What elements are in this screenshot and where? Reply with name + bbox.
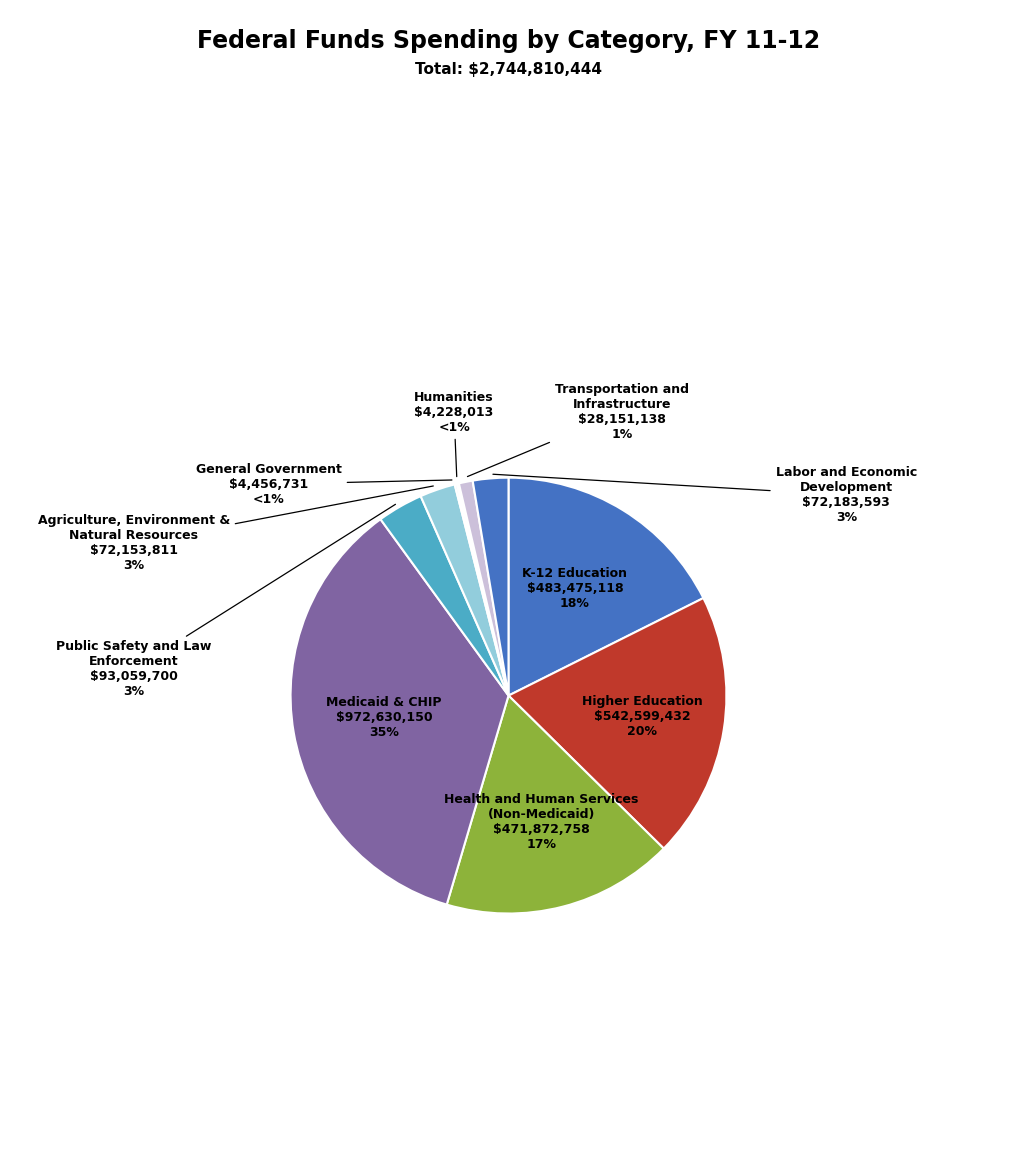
Text: Humanities
$4,228,013
<1%: Humanities $4,228,013 <1% (414, 391, 494, 477)
Text: Agriculture, Environment &
Natural Resources
$72,153,811
3%: Agriculture, Environment & Natural Resou… (38, 486, 433, 572)
Text: General Government
$4,456,731
<1%: General Government $4,456,731 <1% (196, 463, 452, 506)
Wedge shape (421, 485, 508, 695)
Wedge shape (459, 480, 508, 695)
Text: Federal Funds Spending by Category, FY 11-12: Federal Funds Spending by Category, FY 1… (197, 29, 820, 52)
Text: Transportation and
Infrastructure
$28,151,138
1%: Transportation and Infrastructure $28,15… (468, 384, 689, 477)
Wedge shape (508, 478, 704, 695)
Text: Higher Education
$542,599,432
20%: Higher Education $542,599,432 20% (582, 695, 703, 739)
Text: Medicaid & CHIP
$972,630,150
35%: Medicaid & CHIP $972,630,150 35% (326, 695, 441, 739)
Wedge shape (508, 598, 726, 849)
Text: Health and Human Services
(Non-Medicaid)
$471,872,758
17%: Health and Human Services (Non-Medicaid)… (444, 793, 639, 851)
Wedge shape (455, 484, 508, 695)
Wedge shape (291, 519, 508, 905)
Wedge shape (473, 478, 508, 695)
Wedge shape (457, 484, 508, 695)
Text: K-12 Education
$483,475,118
18%: K-12 Education $483,475,118 18% (523, 566, 627, 609)
Text: Total: $2,744,810,444: Total: $2,744,810,444 (415, 63, 602, 77)
Wedge shape (380, 497, 508, 695)
Text: Public Safety and Law
Enforcement
$93,059,700
3%: Public Safety and Law Enforcement $93,05… (56, 505, 396, 699)
Wedge shape (446, 695, 664, 913)
Text: Labor and Economic
Development
$72,183,593
3%: Labor and Economic Development $72,183,5… (493, 466, 917, 525)
